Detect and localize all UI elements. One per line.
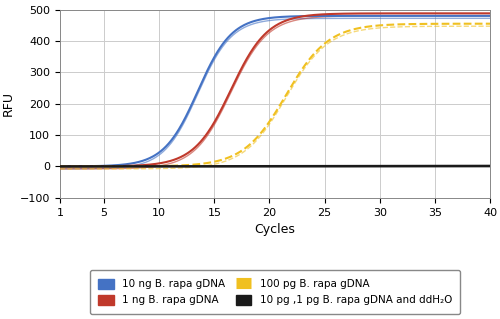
X-axis label: Cycles: Cycles — [254, 223, 296, 236]
Y-axis label: RFU: RFU — [2, 91, 15, 116]
Legend: 10 ng B. rapa gDNA, 1 ng B. rapa gDNA, 100 pg B. rapa gDNA, 10 pg ,1 pg B. rapa : 10 ng B. rapa gDNA, 1 ng B. rapa gDNA, 1… — [90, 270, 460, 314]
